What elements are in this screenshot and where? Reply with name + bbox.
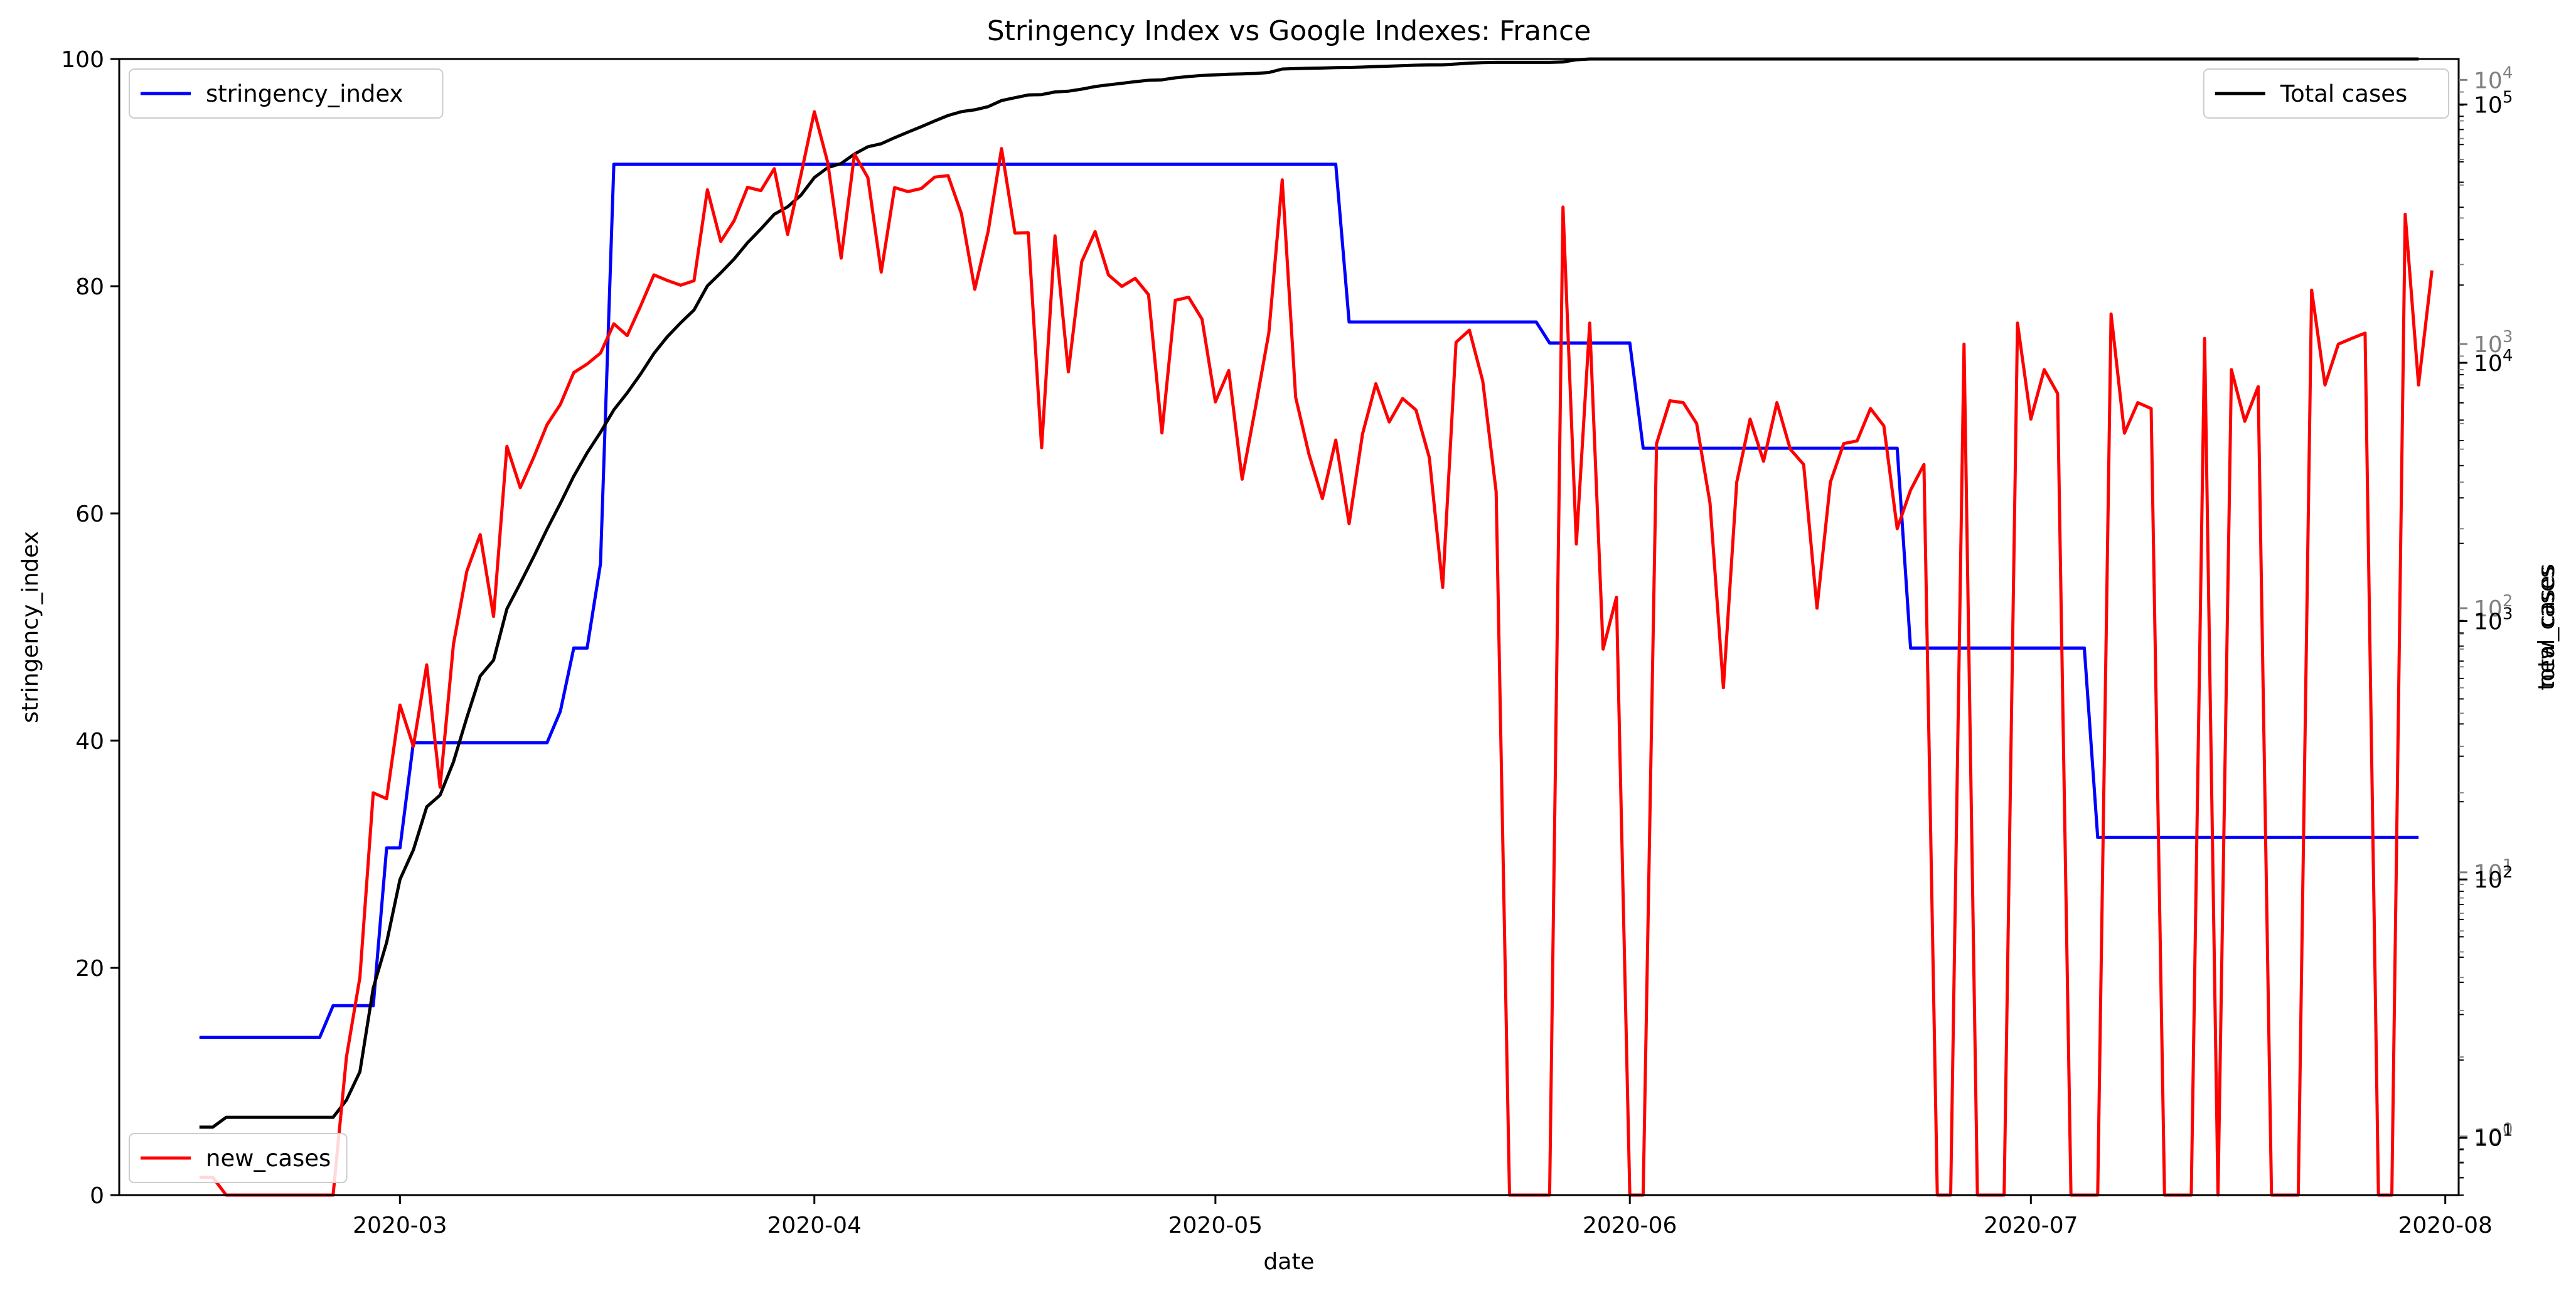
right-axis-label-total-cases: total_cases [2534, 564, 2560, 690]
x-tick-label: 2020-07 [1984, 1213, 2078, 1238]
new-cases-axis-tick-label: 102 [2474, 592, 2513, 622]
new-cases-axis-tick-label: 103 [2474, 328, 2513, 358]
y-tick-label: 40 [75, 729, 104, 754]
new-cases-axis-tick-label: 100 [2474, 1120, 2513, 1151]
legend-box [129, 1133, 348, 1183]
new-cases-axis-tick-label: 101 [2474, 856, 2513, 886]
y-tick-label: 20 [75, 956, 104, 982]
total-cases-axis-tick-label: 105 [2474, 88, 2513, 118]
legend-box [129, 68, 444, 119]
legend-label: Total cases [2280, 80, 2408, 107]
x-axis-label: date [1263, 1249, 1314, 1275]
x-tick-label: 2020-05 [1168, 1213, 1263, 1238]
total-cases-axis-tick-label: 102 [2474, 863, 2513, 893]
legend-label: new_cases [206, 1145, 331, 1172]
total-cases-axis-tick-label: 103 [2474, 605, 2513, 635]
y-tick-label: 80 [75, 274, 104, 300]
axes-layer: 2020-03 2020-04 2020-05 2020-06 2020-07 2020-… [61, 47, 2513, 1238]
total-cases-axis-tick-label: 104 [2474, 346, 2513, 377]
x-tick-label: 2020-04 [767, 1213, 862, 1238]
total-cases-axis-tick-label: 101 [2474, 1122, 2513, 1152]
x-tick-label: 2020-06 [1583, 1213, 1677, 1238]
legend-label: stringency_index [206, 80, 403, 107]
x-tick-label: 2020-08 [2398, 1213, 2492, 1238]
chart-title: Stringency Index vs Google Indexes: Fran… [987, 15, 1591, 47]
y-tick-label: 60 [75, 502, 104, 527]
y-tick-label: 0 [90, 1183, 104, 1209]
legend-upper-right: Total cases [2203, 68, 2449, 119]
plot-frame [118, 58, 2460, 1196]
x-tick-label: 2020-03 [353, 1213, 447, 1238]
legend-lower-left: new_cases [129, 1133, 348, 1183]
new-cases-axis-tick-label: 104 [2474, 63, 2513, 94]
right-axis-label-new-cases: new_cases [2534, 566, 2560, 688]
legend-layer: stringency_index Total cases new_cases [129, 68, 2449, 1183]
legend-box [2203, 68, 2449, 119]
y-axis-label: stringency_index [18, 531, 43, 723]
series-line-stringency-index [199, 163, 2419, 1039]
legend-upper-left: stringency_index [129, 68, 444, 119]
y-tick-label: 100 [61, 47, 104, 73]
series-line-total-cases [199, 57, 2419, 1129]
